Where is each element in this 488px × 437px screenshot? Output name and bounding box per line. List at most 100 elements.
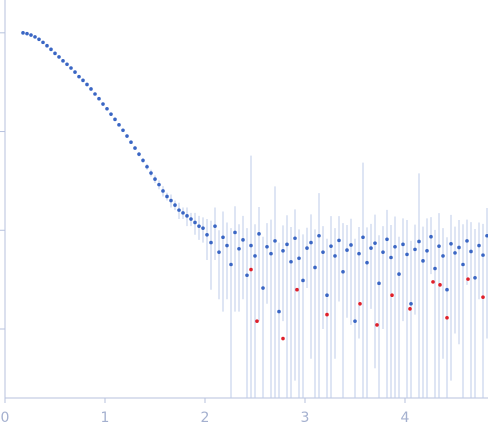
data-point (25, 31, 29, 36)
data-point (197, 224, 201, 228)
data-point (417, 239, 421, 244)
data-point (390, 293, 394, 297)
data-point (441, 254, 445, 258)
data-point (377, 281, 381, 286)
data-point (269, 251, 273, 256)
data-point (401, 242, 405, 247)
x-tick-label: 4 (401, 410, 410, 426)
data-point (265, 245, 269, 249)
data-point (21, 31, 25, 35)
data-point (185, 214, 189, 218)
data-point (93, 92, 97, 96)
data-point (473, 276, 477, 280)
data-point (217, 250, 221, 254)
data-point (431, 280, 435, 284)
data-point (237, 246, 241, 251)
data-point (221, 235, 225, 240)
data-point (125, 134, 129, 138)
data-point (285, 242, 289, 247)
data-point (449, 241, 453, 246)
data-point (117, 123, 121, 127)
data-point (113, 117, 117, 122)
data-point (57, 55, 61, 59)
data-point (301, 278, 305, 283)
data-point (481, 295, 485, 299)
data-point (438, 283, 442, 287)
data-point (225, 243, 229, 248)
data-point (457, 245, 461, 250)
data-point (45, 43, 49, 48)
data-point (213, 224, 217, 228)
data-point (289, 259, 293, 264)
data-point (129, 140, 133, 144)
data-point (255, 319, 259, 323)
data-point (297, 256, 301, 261)
data-point (337, 238, 341, 243)
x-tick-label: 3 (301, 410, 310, 426)
data-point (445, 315, 449, 320)
data-point (229, 262, 233, 267)
data-point (373, 241, 377, 245)
data-point (189, 217, 193, 221)
data-point (358, 301, 362, 306)
data-point (193, 220, 197, 225)
data-point (121, 128, 125, 133)
data-point (309, 240, 313, 245)
data-point (161, 189, 165, 193)
data-point (37, 37, 41, 42)
data-point (177, 208, 181, 212)
data-point (397, 272, 401, 276)
data-point (261, 286, 265, 290)
data-point (345, 248, 349, 252)
data-point (389, 255, 393, 260)
data-point (409, 301, 413, 306)
data-point (421, 259, 425, 263)
data-point (49, 47, 53, 52)
data-point (105, 106, 109, 111)
data-point (241, 238, 245, 242)
data-point (65, 62, 69, 67)
data-point (253, 254, 257, 258)
data-point (89, 87, 93, 91)
data-point (305, 246, 309, 250)
data-point (133, 146, 137, 150)
data-point (109, 112, 113, 116)
data-point (385, 237, 389, 242)
data-point (353, 319, 357, 323)
data-point (73, 70, 77, 74)
data-point (181, 211, 185, 215)
data-point (85, 82, 89, 87)
data-point (69, 66, 73, 70)
data-point (169, 198, 173, 203)
data-point (77, 74, 81, 79)
data-point (153, 177, 157, 181)
data-point (329, 244, 333, 248)
data-point (245, 273, 249, 278)
data-point (317, 233, 321, 238)
data-point (461, 262, 465, 267)
data-point (453, 251, 457, 255)
data-point (413, 247, 417, 252)
data-point (295, 287, 299, 292)
data-point (293, 236, 297, 241)
data-point (97, 96, 101, 101)
data-point (53, 51, 57, 56)
data-point (333, 254, 337, 258)
data-point (481, 253, 485, 257)
data-point (233, 230, 237, 235)
data-point (361, 235, 365, 240)
data-point (101, 102, 105, 106)
data-point (281, 248, 285, 253)
data-point (408, 307, 412, 311)
data-point (281, 336, 285, 341)
data-point (201, 226, 205, 230)
data-point (365, 260, 369, 265)
data-point (33, 35, 37, 39)
x-tick-label: 2 (201, 410, 210, 426)
data-point (485, 233, 488, 238)
data-point (41, 40, 45, 45)
data-point (381, 250, 385, 254)
data-point (477, 243, 481, 248)
data-point (445, 287, 449, 292)
